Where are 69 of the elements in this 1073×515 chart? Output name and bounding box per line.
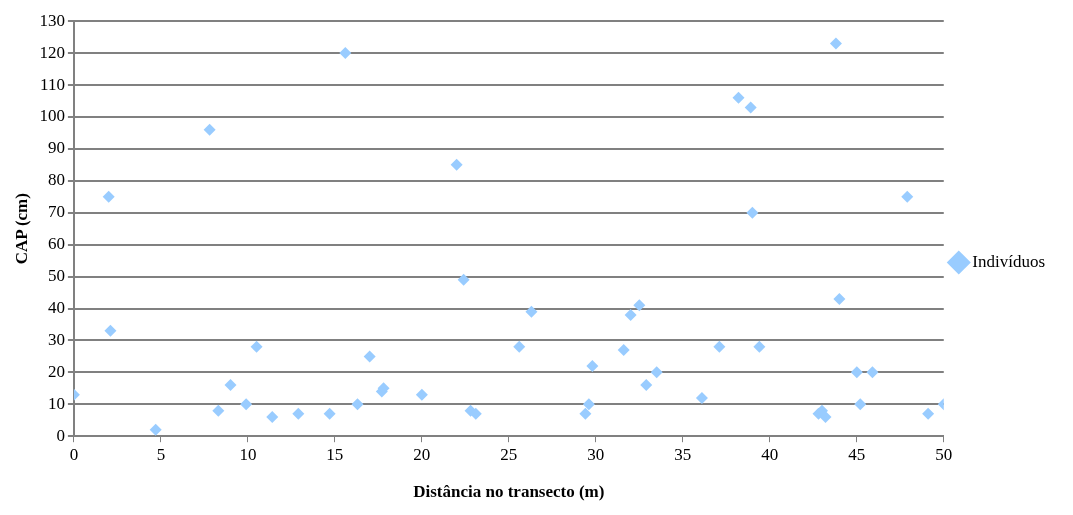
x-tick-label: 45: [848, 444, 866, 464]
point: [266, 411, 279, 424]
point: [833, 292, 846, 305]
y-tick-label: 50: [47, 266, 65, 286]
x-tick-label: 15: [326, 444, 344, 464]
point: [633, 299, 646, 312]
point: [457, 273, 470, 286]
point: [149, 423, 162, 436]
point: [250, 340, 263, 353]
point: [323, 407, 336, 420]
point: [854, 398, 867, 411]
point: [203, 123, 216, 136]
point: [415, 388, 428, 401]
point: [450, 158, 463, 171]
point: [363, 350, 376, 363]
x-tick-label: 0: [69, 444, 79, 464]
x-axis-title: Distância no transecto (m): [413, 482, 605, 502]
y-tick-label: 120: [39, 42, 65, 62]
point: [922, 407, 935, 420]
point: [713, 340, 726, 353]
point: [351, 398, 364, 411]
point: [640, 379, 653, 392]
point: [102, 190, 115, 203]
y-tick-label: 80: [47, 170, 65, 190]
x-tick-label: 50: [935, 444, 953, 464]
x-tick-label: 40: [761, 444, 779, 464]
x-tick-label: 35: [674, 444, 692, 464]
x-tick-label: 10: [239, 444, 257, 464]
y-tick-label: 40: [47, 297, 65, 317]
point: [240, 398, 253, 411]
legend-label: Indivíduos: [972, 251, 1046, 271]
y-tick-label: 10: [47, 393, 65, 413]
y-tick-label: 110: [40, 74, 65, 94]
point: [746, 206, 759, 219]
point: [901, 190, 914, 203]
x-tick-label: 25: [500, 444, 518, 464]
y-tick-label: 30: [47, 329, 65, 349]
point: [525, 305, 538, 318]
point: [513, 340, 526, 353]
point: [617, 344, 630, 357]
y-tick-label: 130: [39, 10, 65, 30]
point: [224, 379, 237, 392]
x-tick-label: 20: [413, 444, 431, 464]
point: [339, 47, 352, 60]
point: [829, 37, 842, 50]
y-tick-label: 70: [47, 202, 65, 222]
point: [104, 324, 117, 337]
point: [582, 398, 595, 411]
y-tick-label: 20: [47, 361, 65, 381]
x-tick-label: 5: [156, 444, 166, 464]
y-tick-label: 90: [47, 138, 65, 158]
point: [732, 91, 745, 104]
point: [586, 359, 599, 372]
x-tick-label: 30: [587, 444, 605, 464]
point: [212, 404, 225, 417]
point: [866, 366, 879, 379]
point: [850, 366, 863, 379]
point: [292, 407, 305, 420]
y-tick-label: 0: [56, 425, 65, 445]
point: [624, 308, 637, 321]
y-axis-title: CAP (cm): [11, 193, 31, 265]
point: [819, 411, 832, 424]
point: [753, 340, 766, 353]
point: [650, 366, 663, 379]
point: [744, 101, 757, 114]
y-tick-label: 60: [47, 234, 65, 254]
y-tick-label: 100: [39, 106, 65, 126]
point: [579, 407, 592, 420]
point: [695, 391, 708, 404]
